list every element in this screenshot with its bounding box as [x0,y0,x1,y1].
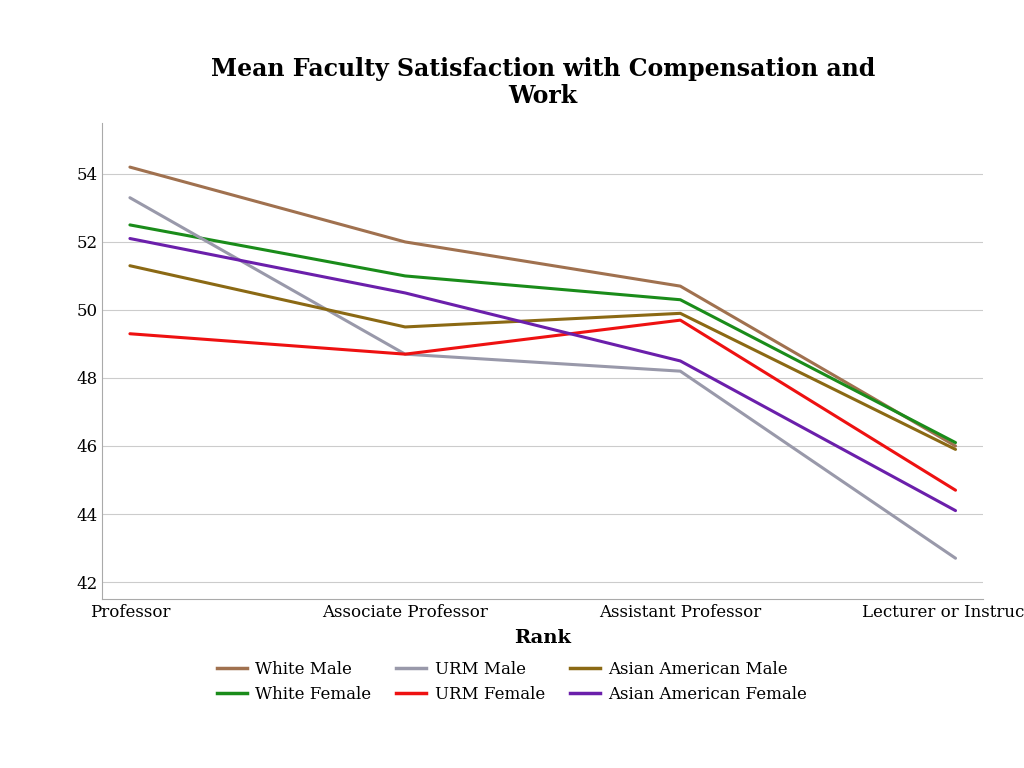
Title: Mean Faculty Satisfaction with Compensation and
Work: Mean Faculty Satisfaction with Compensat… [211,57,874,108]
Legend: White Male, White Female, URM Male, URM Female, Asian American Male, Asian Ameri: White Male, White Female, URM Male, URM … [210,654,814,710]
X-axis label: Rank: Rank [514,629,571,647]
